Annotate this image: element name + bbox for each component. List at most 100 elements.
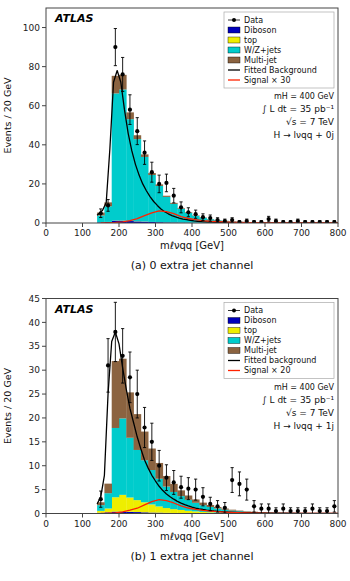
- error-bar: [231, 218, 234, 223]
- x-axis-label: mℓνqq [GeV]: [160, 531, 224, 542]
- error-bar: [245, 219, 248, 223]
- tick: [42, 346, 46, 347]
- error-bar: [158, 450, 161, 481]
- data-point: [237, 482, 241, 486]
- legend-swatch: [228, 328, 240, 334]
- data-point: [135, 392, 139, 396]
- data-point: [310, 507, 314, 511]
- legend: DataDibosontopW/Z+jetsMulti-jetFitted Ba…: [224, 12, 334, 88]
- line: [101, 500, 338, 514]
- data-point: [150, 170, 154, 174]
- tick-label: 30: [29, 365, 41, 375]
- error-bar: [201, 214, 204, 221]
- data-series: [99, 302, 337, 513]
- error-bar: [289, 508, 292, 514]
- legend-swatch: [228, 27, 240, 33]
- annotation: ∫ L dt = 35 pb⁻¹: [262, 395, 334, 405]
- error-bar: [325, 508, 328, 514]
- tick-label: 700: [293, 228, 310, 238]
- data-point: [157, 464, 161, 468]
- bar: [163, 508, 171, 513]
- error-bar: [165, 174, 168, 192]
- data-point: [135, 129, 139, 133]
- error-bar: [99, 491, 102, 507]
- legend-label: W/Z+jets: [244, 46, 281, 55]
- data-point: [281, 507, 285, 511]
- error-bar: [114, 29, 117, 66]
- title: (b) 1 extra jet channel: [131, 550, 254, 563]
- tick-label: 5: [34, 485, 40, 495]
- tick-label: 800: [329, 519, 346, 529]
- tick-label: 800: [329, 228, 346, 238]
- data-point: [194, 212, 198, 216]
- tick-label: 20: [29, 179, 41, 189]
- error-bar: [311, 504, 314, 514]
- error-bar: [231, 468, 234, 493]
- bar: [112, 428, 120, 497]
- error-bar: [296, 508, 299, 514]
- error-bar: [209, 497, 212, 510]
- error-bar: [267, 216, 270, 221]
- error-bar: [223, 503, 226, 514]
- annotation: H → lνqq + 0j: [274, 130, 334, 140]
- bar: [177, 510, 185, 513]
- tick-label: 100: [23, 23, 40, 33]
- error-bar: [187, 478, 190, 500]
- data-point: [113, 330, 117, 334]
- line: [97, 71, 338, 223]
- annotation: √s = 7 TeV: [286, 408, 335, 418]
- error-bar: [238, 472, 241, 496]
- bar: [104, 484, 112, 494]
- error-bar: [318, 508, 321, 514]
- bar: [163, 196, 171, 197]
- tick-label: 0: [43, 519, 49, 529]
- data-point: [288, 509, 292, 513]
- error-bar: [296, 219, 299, 223]
- error-bar: [274, 508, 277, 514]
- data-point: [99, 497, 103, 501]
- legend-swatch: [228, 57, 240, 63]
- error-bar: [172, 188, 175, 202]
- legend-swatch: [228, 360, 240, 361]
- data-point: [245, 488, 249, 492]
- data-point: [223, 219, 227, 223]
- tick: [42, 394, 46, 395]
- annotation: ATLAS: [54, 303, 93, 316]
- data-point: [142, 151, 146, 155]
- error-bar: [245, 479, 248, 500]
- bar: [141, 157, 149, 222]
- line: [97, 332, 338, 513]
- tick-label: 600: [256, 519, 273, 529]
- legend-swatch: [228, 47, 240, 53]
- annotation: ∫ L dt = 35 pb⁻¹: [262, 104, 334, 114]
- tick-label: 500: [220, 519, 237, 529]
- error-bar: [194, 479, 197, 500]
- legend-frame: [224, 303, 334, 379]
- panel: 0204060801000100200300400500600700800Eve…: [2, 8, 347, 272]
- tick: [42, 298, 46, 299]
- data-point: [164, 181, 168, 185]
- error-bar: [179, 476, 182, 498]
- bar: [126, 119, 134, 221]
- data-point: [186, 210, 190, 214]
- tick-label: 25: [29, 389, 40, 399]
- tick-label: 200: [110, 519, 127, 529]
- tick: [42, 144, 46, 145]
- bar: [192, 511, 200, 513]
- data-point: [215, 218, 219, 222]
- tick: [82, 514, 83, 518]
- data-point: [274, 219, 278, 223]
- data-point: [332, 504, 336, 508]
- annotation: √s = 7 TeV: [286, 117, 335, 127]
- tick: [301, 514, 302, 518]
- error-bar: [260, 504, 263, 514]
- tick: [119, 514, 120, 518]
- legend-swatch: [232, 18, 236, 22]
- bar-series: [97, 75, 338, 223]
- legend-swatch: [228, 37, 240, 43]
- tick: [42, 105, 46, 106]
- tick-label: 40: [29, 318, 41, 328]
- legend-label: Signal × 20: [244, 366, 291, 375]
- bar: [97, 511, 105, 513]
- legend-label: Fitted background: [244, 356, 316, 365]
